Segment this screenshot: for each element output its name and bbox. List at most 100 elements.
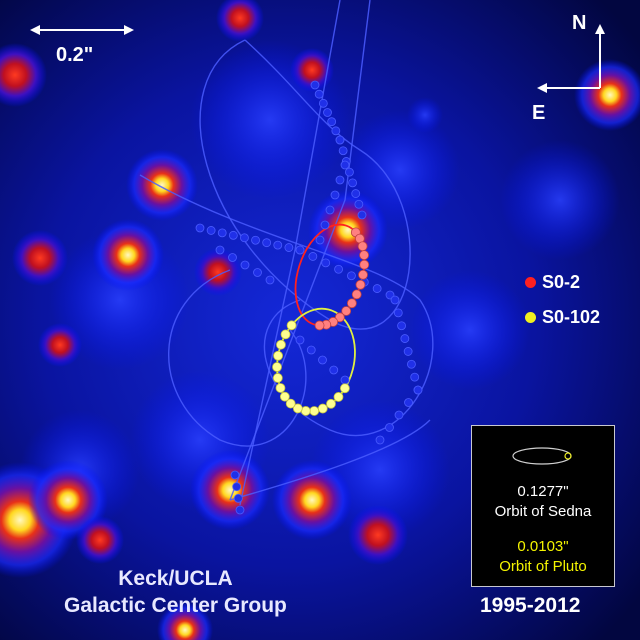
sgr-a-region [308,190,388,270]
orbit-track [168,269,307,447]
s0-102-point [276,339,286,350]
orbit-point [314,89,324,99]
orbit-point [215,245,225,255]
star [290,48,334,92]
orbit-point [325,205,335,215]
orbit-point [354,199,364,209]
orbit-point [240,260,250,270]
orbit-point [273,240,283,250]
s0-102-point [326,398,336,409]
orbit-point [251,235,260,245]
s0-2-point [355,279,366,290]
date-range: 1995-2012 [480,594,581,617]
orbit-point [340,375,350,385]
s0-102-point [285,398,296,409]
orbit-point [318,355,327,365]
s0-2-point [357,241,368,252]
legend-dot-yellow [525,312,536,323]
star [216,0,264,42]
orbit-point [404,398,413,407]
orbit-point [321,258,331,268]
orbit-point [253,268,262,277]
orbit-point [262,238,272,248]
s0-2-point [314,320,325,331]
star [348,505,408,565]
sedna-orbit-label: Orbit of Sedna [494,503,592,520]
s0-102-points [272,320,350,416]
s0-2-point [358,269,368,280]
orbit-point [413,385,423,395]
orbit-point [335,175,345,185]
star [407,97,443,133]
s0-102-point [309,406,320,416]
star [92,219,164,291]
sedna-orbit-value: 0.1277" [517,483,569,500]
orbit-point [318,98,328,108]
orbit-point [315,235,325,245]
orbit-point [233,493,243,503]
orbit-point [330,190,340,200]
orbit-point [327,117,337,127]
star [76,516,124,564]
star [38,323,82,367]
orbit-point [375,435,385,445]
legend-label: S0-2 [542,272,581,292]
orbit-point [357,210,367,220]
s0-102-point [272,362,282,372]
star [157,602,213,640]
orbit-point [335,135,345,145]
orbit-point [308,252,318,261]
orbit-tracks [139,0,434,506]
orbit-point [394,410,404,420]
s0-102-point [317,403,328,414]
scale-bar-label: 0.2" [56,44,94,66]
orbit-size-inset: 0.1277" Orbit of Sedna 0.0103" Orbit of … [471,425,615,587]
orbit-point [331,126,341,136]
pluto-orbit [564,452,572,460]
blue-orbit-points [195,80,423,515]
orbit-point [410,372,420,382]
orbit-point [347,271,356,281]
s0-102-point [275,383,286,393]
orbit-point [232,482,242,492]
orbit-point [235,505,245,515]
orbit-point [323,108,332,117]
orbit-point [397,321,406,331]
orbit-point [403,347,413,356]
orbit-point [338,146,348,156]
orbit-point [295,245,305,255]
s0-102-point [286,320,297,331]
scale-bar [30,25,134,35]
orbit-point [334,264,343,274]
credit-line-2: Galactic Center Group [64,594,287,617]
east-arrow-head [537,83,547,93]
orbit-point [265,275,275,285]
orbit-point [351,189,361,198]
orbit-point [295,335,305,345]
orbit-point [340,160,350,170]
pluto-orbit-label: Orbit of Pluto [499,558,587,575]
s0-2-point [346,298,357,309]
credit-line-1: Keck/UCLA [118,567,233,590]
orbit-track [229,419,431,501]
orbit-point [310,80,320,90]
inset-orbits [512,447,572,465]
s0-102-point [273,350,283,361]
s0-102-point [280,329,291,340]
orbit-point [372,284,382,293]
sedna-orbit [512,447,572,465]
s0-2-point [341,306,352,316]
s0-2-point [359,259,370,270]
north-label: N [572,12,587,34]
orbit-point [407,359,416,369]
legend-item-s0-2: S0-2 [525,272,580,293]
orbit-point [228,253,237,262]
s0-102-point [272,373,283,383]
s0-102-point [340,383,350,394]
s0-102-point [279,391,290,402]
orbit-point [217,228,227,238]
compass [537,24,605,93]
east-label: E [532,102,546,124]
orbit-point [400,334,410,343]
